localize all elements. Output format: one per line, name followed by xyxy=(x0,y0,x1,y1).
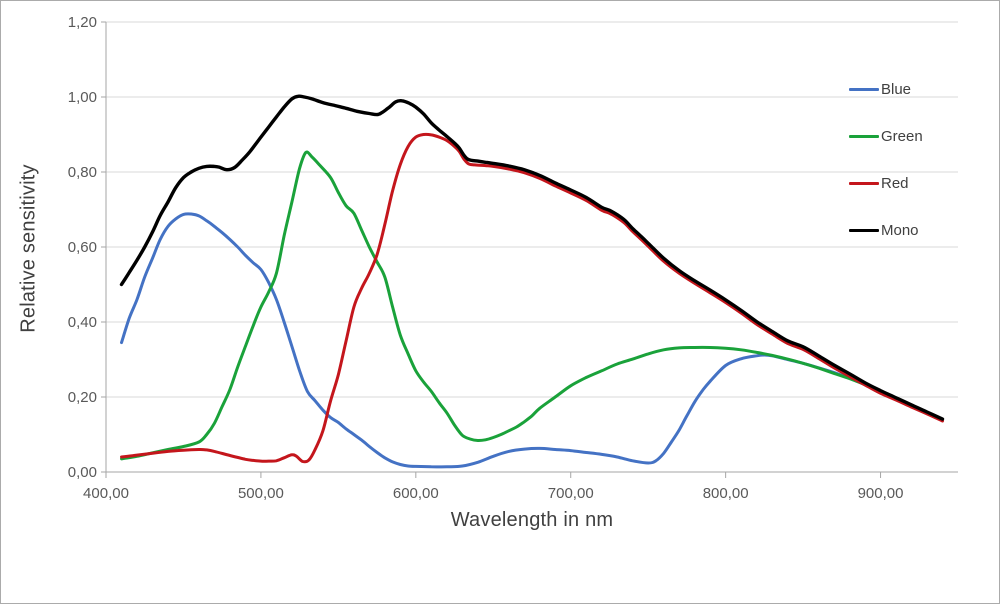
legend: Blue Green Red Mono xyxy=(849,79,923,240)
series-line-blue xyxy=(120,212,944,469)
y-tick-label: 0,20 xyxy=(68,389,97,406)
x-tick-label: 600,00 xyxy=(393,485,439,502)
y-tick-label: 1,00 xyxy=(68,89,97,106)
y-tick-label: 0,60 xyxy=(68,239,97,256)
y-tick-label: 0,80 xyxy=(68,164,97,181)
x-tick-label: 900,00 xyxy=(858,485,904,502)
legend-label-mono: Mono xyxy=(881,221,919,239)
green-line-swatch xyxy=(849,134,879,138)
blue-line-swatch xyxy=(849,87,879,91)
legend-label-blue: Blue xyxy=(881,80,912,98)
y-axis-title: Relative sensitivity xyxy=(17,164,40,333)
legend-item-blue: Blue xyxy=(849,79,923,99)
x-tick-label: 500,00 xyxy=(238,485,284,502)
y-tick-label: 0,00 xyxy=(68,464,97,481)
legend-label-green: Green xyxy=(881,127,923,145)
x-tick-label: 400,00 xyxy=(83,485,129,502)
mono-line-swatch xyxy=(849,228,879,232)
series-line-red xyxy=(120,132,944,464)
x-tick-label: 800,00 xyxy=(703,485,749,502)
series-line-green xyxy=(120,150,944,461)
red-line-swatch xyxy=(849,181,879,185)
legend-item-green: Green xyxy=(849,126,923,146)
x-axis-title: Wavelength in nm xyxy=(450,509,614,531)
legend-label-red: Red xyxy=(881,174,909,192)
series-line-mono xyxy=(119,94,945,421)
legend-item-red: Red xyxy=(849,173,923,193)
y-tick-label: 1,20 xyxy=(68,14,97,31)
legend-item-mono: Mono xyxy=(849,220,923,240)
y-tick-label: 0,40 xyxy=(68,314,97,331)
x-tick-label: 700,00 xyxy=(548,485,594,502)
